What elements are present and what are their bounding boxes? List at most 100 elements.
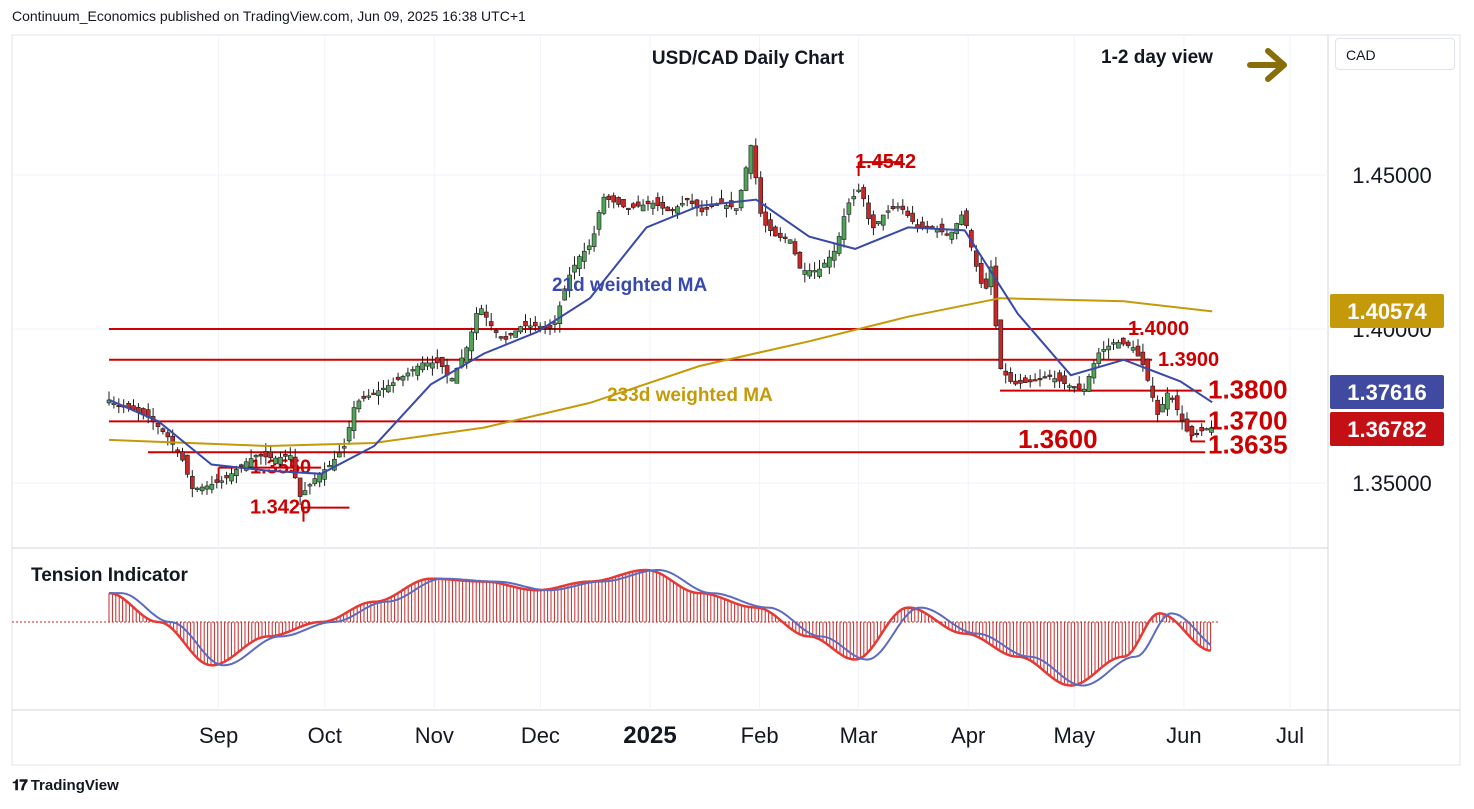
candle-body (856, 189, 862, 192)
candle-body (778, 232, 783, 238)
candle-body (317, 473, 323, 483)
candle-body (361, 395, 367, 399)
x-tick-label: Sep (199, 723, 238, 748)
publisher-line: Continuum_Economics published on Trading… (12, 8, 526, 24)
candle-body (1170, 397, 1175, 400)
candle-body (1125, 341, 1131, 347)
candle-body (1062, 375, 1067, 385)
x-tick-label: Dec (521, 723, 560, 748)
candle-body (1184, 418, 1190, 432)
candle-body (577, 256, 582, 270)
candle-body (513, 330, 519, 338)
candle-body (763, 211, 768, 226)
candle-body (1042, 376, 1048, 379)
candle-body (327, 465, 332, 468)
candle-body (621, 199, 626, 208)
candle-body (160, 428, 166, 433)
candle-body (640, 204, 646, 212)
level-label: 1.3800 (1208, 375, 1288, 405)
level-label: 1.3420 (250, 497, 311, 519)
price-tag-label: 1.36782 (1347, 417, 1427, 442)
candle-body (371, 392, 376, 395)
candle-body (601, 196, 607, 214)
x-tick-label: Nov (415, 723, 454, 748)
footer-brand-label: TradingView (30, 777, 119, 794)
level-label: 1.4542 (855, 151, 916, 173)
candle-body (253, 455, 259, 458)
candle-body (493, 330, 499, 333)
candle-body (297, 477, 303, 497)
candle-body (680, 202, 685, 206)
candle-body (572, 264, 577, 273)
candle-body (268, 451, 274, 459)
candle-body (949, 231, 955, 240)
candle-body (474, 313, 479, 334)
candle-body (567, 274, 572, 292)
candle-body (596, 212, 602, 230)
candle-body (782, 236, 788, 239)
x-tick-label: Jul (1276, 723, 1304, 748)
candle-body (1179, 413, 1185, 421)
candle-body (1081, 388, 1087, 392)
candle-body (1096, 352, 1102, 364)
level-label: 1.3635 (1208, 429, 1288, 459)
tension-average-line (109, 569, 1212, 687)
candle-body (964, 210, 969, 227)
candle-body (631, 203, 636, 208)
view-label: 1-2 day view (1101, 47, 1213, 68)
candle-body (851, 196, 857, 200)
candle-body (190, 475, 195, 489)
currency-selector[interactable]: CAD (1335, 38, 1455, 70)
candle-body (1086, 376, 1092, 392)
candle-body (890, 206, 896, 210)
candle-body (508, 332, 514, 336)
candle-body (910, 212, 915, 222)
candle-body (337, 452, 342, 458)
candle-body (1150, 385, 1156, 398)
candle-body (675, 206, 680, 214)
candle-body (366, 395, 372, 398)
candle-body (748, 145, 754, 174)
candle-body (185, 454, 190, 475)
ma233-line (108, 297, 1213, 448)
candle-body (773, 226, 778, 237)
candle-body (243, 461, 249, 471)
candle-body (591, 233, 597, 247)
candle-body (724, 204, 729, 209)
candle-body (1008, 372, 1013, 382)
candle-body (234, 469, 239, 477)
candle-body (1057, 372, 1062, 382)
candle-body (660, 201, 666, 209)
candle-body (1072, 386, 1077, 389)
candle-body (351, 407, 357, 431)
candle-body (1101, 349, 1107, 352)
candle-body (611, 195, 617, 203)
candle-body (165, 432, 171, 438)
x-tick-label: Jun (1166, 723, 1201, 748)
price-tag-box (1330, 375, 1444, 409)
candle-body (817, 268, 822, 277)
x-tick-label: Mar (840, 723, 878, 748)
chart-frame (11, 34, 1461, 766)
candle-body (827, 256, 832, 268)
candle-body (1037, 378, 1043, 381)
candle-body (209, 483, 215, 490)
candle-body (807, 270, 813, 277)
ma21-line (108, 198, 1213, 475)
candle-body (797, 251, 803, 269)
price-tag-label: 1.37616 (1347, 380, 1427, 405)
candle-body (341, 446, 347, 449)
level-label: 1.3600 (1018, 424, 1098, 454)
candle-body (292, 456, 298, 479)
candle-body (386, 385, 391, 393)
candle-body (1023, 377, 1028, 383)
candle-body (905, 210, 911, 216)
candle-body (410, 369, 416, 372)
y-tick-label: 1.45000 (1352, 163, 1432, 188)
candle-body (900, 205, 906, 210)
candle-body (1165, 392, 1170, 410)
candle-body (704, 207, 710, 210)
candle-body (288, 455, 293, 460)
candle-body (219, 480, 225, 483)
